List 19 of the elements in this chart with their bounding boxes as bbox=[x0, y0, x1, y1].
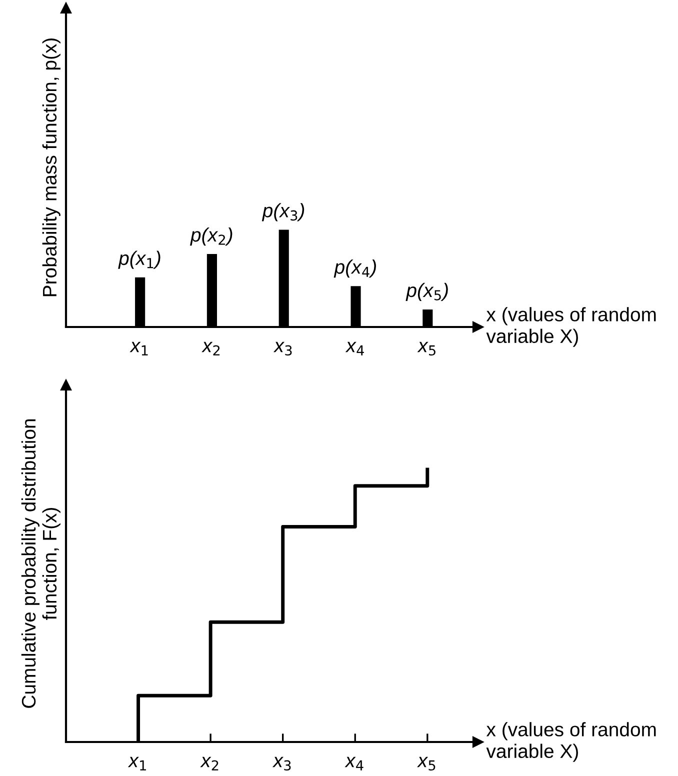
x-tick-label: x$_{2}$ bbox=[200, 756, 218, 770]
x-axis-title: x (values of random variable X) bbox=[486, 307, 656, 347]
x-tick-label: x$_{5}$ bbox=[417, 342, 436, 356]
x-tick-label: x$_{1}$ bbox=[128, 756, 146, 770]
x-tick-label: x$_{1}$ bbox=[130, 342, 148, 356]
annotation: p(x$_{4}$) bbox=[334, 260, 376, 278]
annotation: p(x$_{2}$) bbox=[190, 227, 232, 246]
annotation: p(x$_{5}$) bbox=[406, 282, 448, 302]
x-axis-title: x (values of random variable X) bbox=[486, 722, 656, 762]
x-tick-label: x$_{4}$ bbox=[345, 342, 364, 356]
x-tick-label: x$_{3}$ bbox=[272, 756, 291, 771]
y-axis-title: Probability mass function, p(x) bbox=[42, 38, 60, 296]
x-tick-label: x$_{2}$ bbox=[202, 342, 220, 356]
x-tick-label: x$_{3}$ bbox=[273, 342, 292, 356]
annotation: p(x$_{1}$) bbox=[118, 250, 160, 269]
y-axis-title: Cumulative probability distribution function, F(x) bbox=[21, 419, 60, 708]
x-tick-label: x$_{4}$ bbox=[344, 756, 364, 770]
x-tick-label: x$_{5}$ bbox=[417, 756, 436, 771]
annotation: p(x$_{3}$) bbox=[262, 203, 304, 222]
